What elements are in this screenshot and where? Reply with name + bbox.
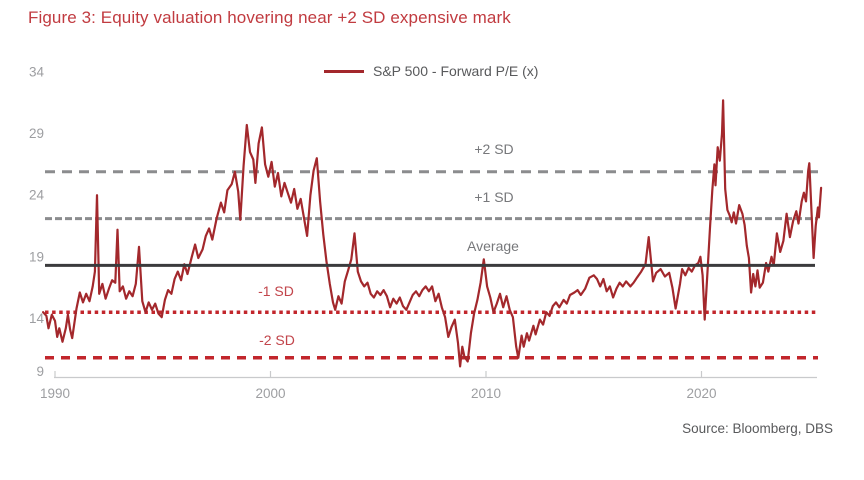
legend-series-label: S&P 500 - Forward P/E (x) bbox=[373, 63, 539, 79]
y-tick-label-34: 34 bbox=[29, 65, 45, 80]
x-tick-label-2010: 2010 bbox=[471, 386, 501, 401]
y-tick-label-9: 9 bbox=[36, 364, 44, 379]
ref-label-plus-1sd: +1 SD bbox=[474, 189, 513, 205]
x-tick-label-2020: 2020 bbox=[686, 386, 716, 401]
y-tick-label-29: 29 bbox=[29, 126, 44, 141]
y-tick-label-19: 19 bbox=[29, 249, 44, 264]
x-tick-label-2000: 2000 bbox=[255, 386, 285, 401]
source-note: Source: Bloomberg, DBS bbox=[682, 421, 833, 436]
ref-label-plus-2sd: +2 SD bbox=[474, 141, 513, 157]
chart-legend: S&P 500 - Forward P/E (x) bbox=[324, 62, 538, 80]
y-tick-label-24: 24 bbox=[29, 188, 45, 203]
ref-label-average: Average bbox=[467, 238, 519, 254]
ref-label-minus-1sd: -1 SD bbox=[258, 283, 294, 299]
y-tick-label-14: 14 bbox=[29, 311, 45, 326]
legend-line-swatch bbox=[324, 69, 364, 73]
series-line-sp500-forward-pe bbox=[41, 99, 823, 368]
figure-title: Figure 3: Equity valuation hovering near… bbox=[28, 8, 511, 27]
ref-label-minus-2sd: -2 SD bbox=[259, 332, 295, 348]
x-tick-label-1990: 1990 bbox=[40, 386, 70, 401]
